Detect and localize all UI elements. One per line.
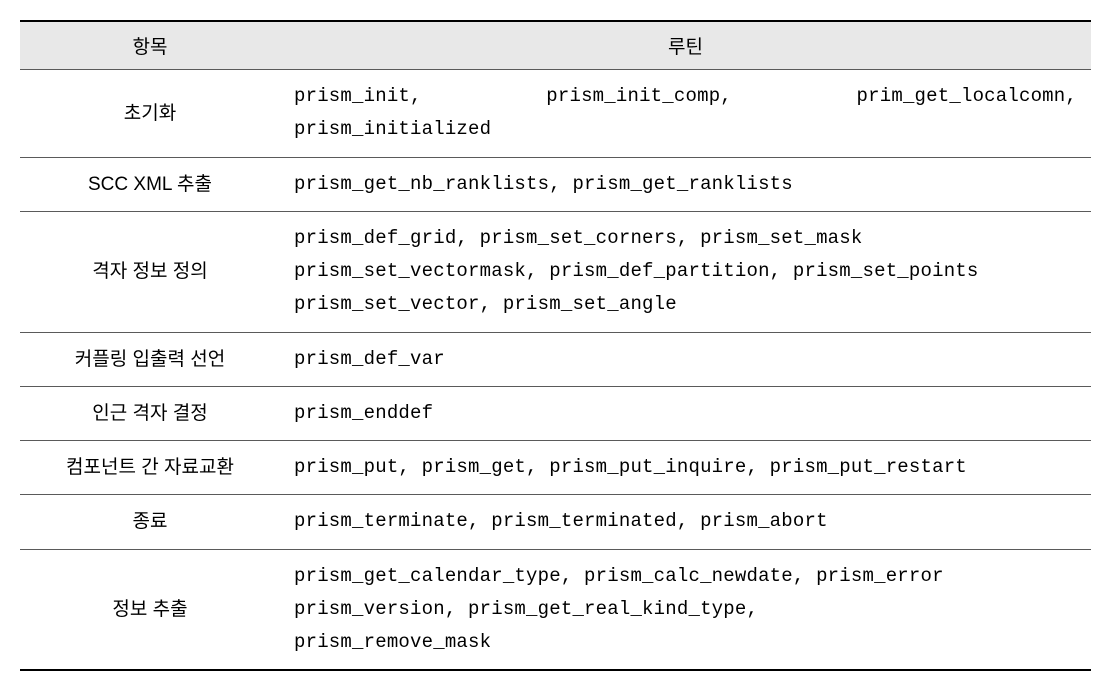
category-cell: 인근 격자 결정 <box>20 386 280 440</box>
routine-cell: prism_terminate, prism_terminated, prism… <box>280 495 1091 549</box>
routine-text: prism_initialized <box>294 113 1077 146</box>
category-cell: 초기화 <box>20 70 280 158</box>
category-cell: 종료 <box>20 495 280 549</box>
category-cell: 정보 추출 <box>20 549 280 670</box>
routine-text: prism_set_vector, prism_set_angle <box>294 288 1077 321</box>
routine-cell: prism_init, prism_init_comp, prim_get_lo… <box>280 70 1091 158</box>
category-cell: 컴포넌트 간 자료교환 <box>20 441 280 495</box>
table-row: 종료 prism_terminate, prism_terminated, pr… <box>20 495 1091 549</box>
routine-table: 항목 루틴 초기화 prism_init, prism_init_comp, p… <box>20 20 1091 671</box>
table-header-row: 항목 루틴 <box>20 21 1091 70</box>
table-row: 컴포넌트 간 자료교환 prism_put, prism_get, prism_… <box>20 441 1091 495</box>
routine-cell: prism_put, prism_get, prism_put_inquire,… <box>280 441 1091 495</box>
header-routine: 루틴 <box>280 21 1091 70</box>
table-row: 인근 격자 결정 prism_enddef <box>20 386 1091 440</box>
table-row: 격자 정보 정의 prism_def_grid, prism_set_corne… <box>20 211 1091 332</box>
routine-cell: prism_def_var <box>280 332 1091 386</box>
routine-text: prism_init, <box>294 80 422 113</box>
routine-text: prim_get_localcomn, <box>857 80 1077 113</box>
routine-cell: prism_def_grid, prism_set_corners, prism… <box>280 211 1091 332</box>
table-row: 커플링 입출력 선언 prism_def_var <box>20 332 1091 386</box>
category-cell: 커플링 입출력 선언 <box>20 332 280 386</box>
routine-cell: prism_get_nb_ranklists, prism_get_rankli… <box>280 157 1091 211</box>
table-row: SCC XML 추출 prism_get_nb_ranklists, prism… <box>20 157 1091 211</box>
category-cell: SCC XML 추출 <box>20 157 280 211</box>
routine-text: prism_set_vectormask, prism_def_partitio… <box>294 255 1077 288</box>
routine-cell: prism_get_calendar_type, prism_calc_newd… <box>280 549 1091 670</box>
routine-text: prism_version, prism_get_real_kind_type, <box>294 593 1077 626</box>
routine-text: prism_get_calendar_type, prism_calc_newd… <box>294 560 1077 593</box>
table-row: 정보 추출 prism_get_calendar_type, prism_cal… <box>20 549 1091 670</box>
table-row: 초기화 prism_init, prism_init_comp, prim_ge… <box>20 70 1091 158</box>
routine-cell: prism_enddef <box>280 386 1091 440</box>
routine-text: prism_init_comp, <box>546 80 732 113</box>
header-category: 항목 <box>20 21 280 70</box>
category-cell: 격자 정보 정의 <box>20 211 280 332</box>
routine-table-container: 항목 루틴 초기화 prism_init, prism_init_comp, p… <box>20 20 1091 671</box>
routine-text: prism_def_grid, prism_set_corners, prism… <box>294 222 1077 255</box>
